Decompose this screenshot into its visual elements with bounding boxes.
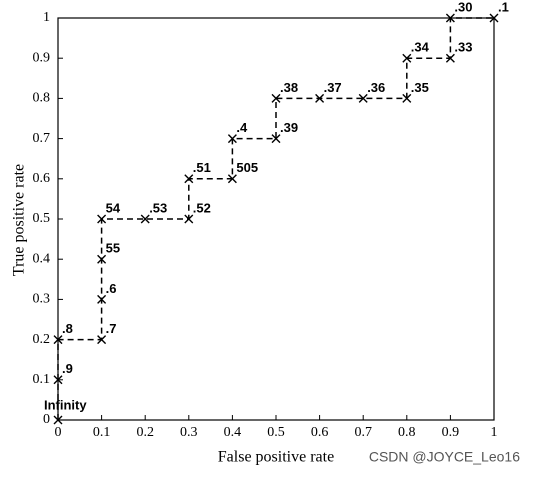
point-marker bbox=[97, 294, 107, 304]
point-marker bbox=[445, 13, 455, 23]
point-label: .30 bbox=[454, 0, 472, 14]
point-label: .8 bbox=[62, 321, 73, 336]
x-tick-label: 0.2 bbox=[136, 425, 154, 440]
x-tick-label: 0.7 bbox=[354, 425, 372, 440]
x-tick-label: 0.6 bbox=[311, 425, 329, 440]
point-marker bbox=[358, 93, 368, 103]
point-marker bbox=[53, 415, 63, 425]
point-marker bbox=[184, 214, 194, 224]
point-marker bbox=[140, 214, 150, 224]
point-marker bbox=[271, 93, 281, 103]
x-tick-label: 0.8 bbox=[398, 425, 416, 440]
point-label: 54 bbox=[106, 200, 121, 215]
point-marker bbox=[271, 134, 281, 144]
point-label: .38 bbox=[280, 80, 298, 95]
point-label: .6 bbox=[106, 281, 117, 296]
point-label: 55 bbox=[106, 241, 120, 256]
y-tick-label: 0.2 bbox=[33, 332, 51, 347]
point-label: .34 bbox=[411, 40, 430, 55]
point-marker bbox=[184, 174, 194, 184]
x-tick-label: 0.5 bbox=[267, 425, 285, 440]
y-tick-label: 0.6 bbox=[33, 171, 51, 186]
point-marker bbox=[97, 214, 107, 224]
point-label: .33 bbox=[454, 40, 472, 55]
point-label: .9 bbox=[62, 361, 73, 376]
y-tick-label: 0.4 bbox=[33, 251, 51, 266]
x-tick-label: 0 bbox=[55, 425, 62, 440]
point-marker bbox=[97, 335, 107, 345]
point-label: 505 bbox=[236, 160, 258, 175]
plot-frame bbox=[57, 17, 495, 421]
x-tick-label: 0.3 bbox=[180, 425, 198, 440]
y-tick-label: 0.8 bbox=[33, 91, 51, 106]
y-tick-label: 0.3 bbox=[33, 292, 51, 307]
point-marker bbox=[227, 134, 237, 144]
point-label: .51 bbox=[193, 160, 211, 175]
point-label: .7 bbox=[106, 321, 117, 336]
x-tick-label: 0.1 bbox=[93, 425, 111, 440]
point-label: .1 bbox=[498, 0, 509, 14]
x-axis-title: False positive rate bbox=[218, 449, 334, 466]
point-marker bbox=[315, 93, 325, 103]
point-label: .35 bbox=[411, 80, 429, 95]
point-marker bbox=[97, 254, 107, 264]
point-label: .53 bbox=[149, 200, 167, 215]
point-marker bbox=[402, 93, 412, 103]
x-tick-label: 0.9 bbox=[442, 425, 460, 440]
y-tick-label: 0 bbox=[43, 412, 50, 427]
y-tick-label: 0.7 bbox=[33, 131, 51, 146]
point-label: .37 bbox=[324, 80, 342, 95]
y-tick-label: 1 bbox=[43, 10, 50, 25]
point-marker bbox=[489, 13, 499, 23]
point-marker bbox=[445, 53, 455, 63]
y-axis-title: True positive rate bbox=[11, 164, 28, 276]
point-marker bbox=[53, 335, 63, 345]
roc-line bbox=[57, 17, 494, 420]
point-marker bbox=[227, 174, 237, 184]
point-label: .52 bbox=[193, 200, 211, 215]
point-marker bbox=[53, 375, 63, 385]
point-label: .4 bbox=[236, 120, 248, 135]
watermark: CSDN @JOYCE_Leo16 bbox=[369, 449, 520, 465]
x-tick-label: 1 bbox=[491, 425, 498, 440]
point-label: Infinity bbox=[44, 397, 87, 412]
point-marker bbox=[402, 53, 412, 63]
y-tick-label: 0.1 bbox=[33, 372, 51, 387]
point-label: .36 bbox=[367, 80, 385, 95]
x-tick-label: 0.4 bbox=[224, 425, 242, 440]
y-tick-label: 0.9 bbox=[33, 50, 51, 65]
point-label: .39 bbox=[280, 120, 298, 135]
y-tick-label: 0.5 bbox=[33, 211, 51, 226]
